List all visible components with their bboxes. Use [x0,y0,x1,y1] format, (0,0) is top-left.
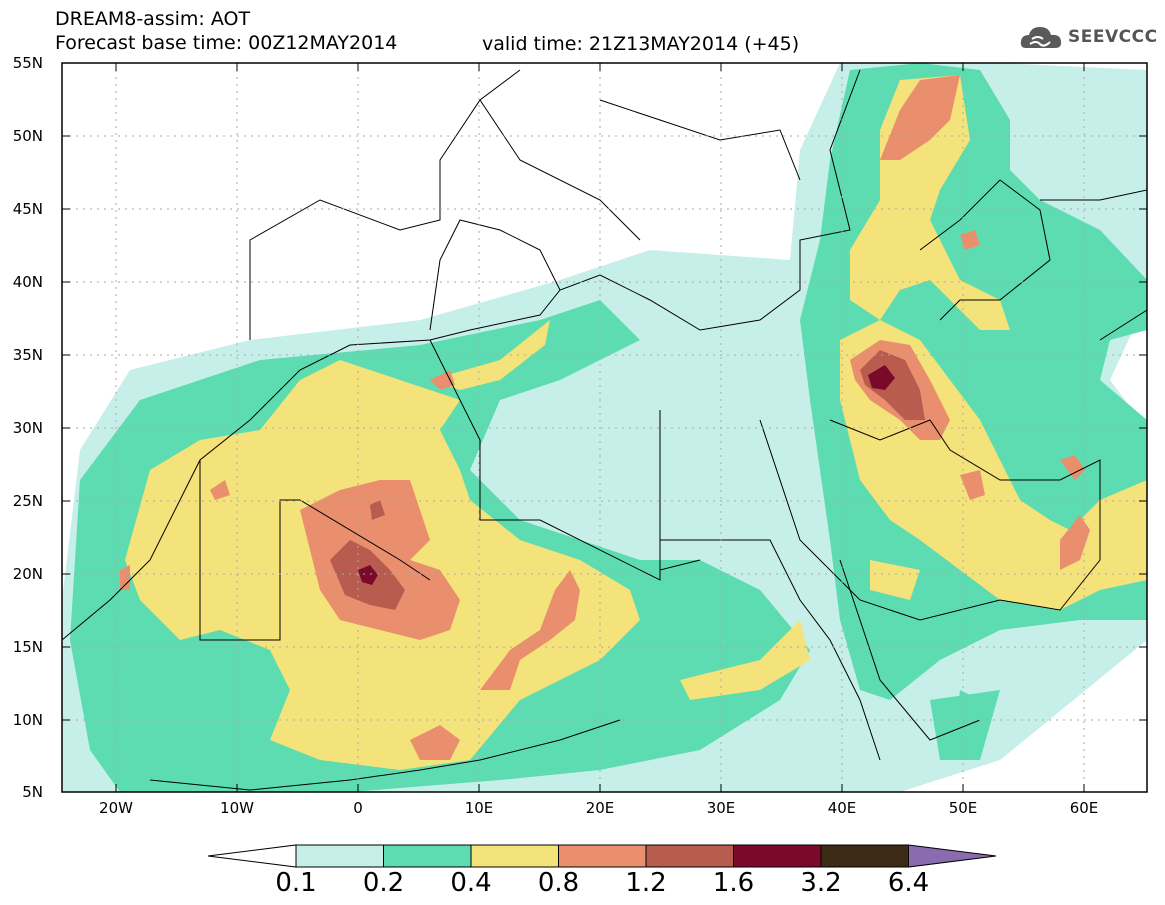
lat-label: 55N [12,54,43,72]
aot-shading [62,63,1147,792]
forecast-base-time: Forecast base time: 00Z12MAY2014 [55,32,398,54]
colorbar-label: 0.8 [537,868,580,898]
lat-label: 45N [12,200,43,218]
logo-text: SEEVCCC [1068,27,1158,47]
colorbar-label: 0.1 [275,868,317,898]
lon-label: 10W [220,799,254,817]
lon-label: 20W [99,799,133,817]
colorbar-label: 3.2 [800,868,842,898]
seevccc-logo: SEEVCCC [1018,20,1157,56]
lat-label: 10N [12,711,43,729]
lon-label: 10E [464,799,494,817]
valid-time: valid time: 21Z13MAY2014 (+45) [482,33,800,55]
graticule [62,63,1147,792]
lat-label: 25N [12,492,43,510]
colorbar-label: 0.4 [450,868,492,898]
lat-label: 30N [12,419,43,437]
lat-label: 35N [12,346,43,364]
lat-label: 20N [12,565,43,583]
lon-label: 50E [948,799,978,817]
aot-level-1.6 [358,365,895,585]
cloud-icon [1020,27,1062,48]
colorbar-label: 1.2 [625,868,667,898]
lat-label: 40N [12,273,43,291]
lon-label: 30E [706,799,736,817]
colorbar-label: 6.4 [887,868,930,898]
lon-label: 60E [1069,799,1099,817]
colorbar-label: 0.2 [362,868,405,898]
lat-label: 15N [12,638,43,656]
lon-label: 40E [827,799,857,817]
lat-label: 5N [22,783,43,801]
lon-label: 20E [585,799,615,817]
colorbar-label: 1.6 [712,868,755,898]
borders [62,69,1147,791]
ticks [62,63,1147,792]
lat-label: 50N [12,127,43,145]
chart-title: DREAM8-assim: AOT [55,8,251,30]
lon-label: 0 [353,799,363,817]
